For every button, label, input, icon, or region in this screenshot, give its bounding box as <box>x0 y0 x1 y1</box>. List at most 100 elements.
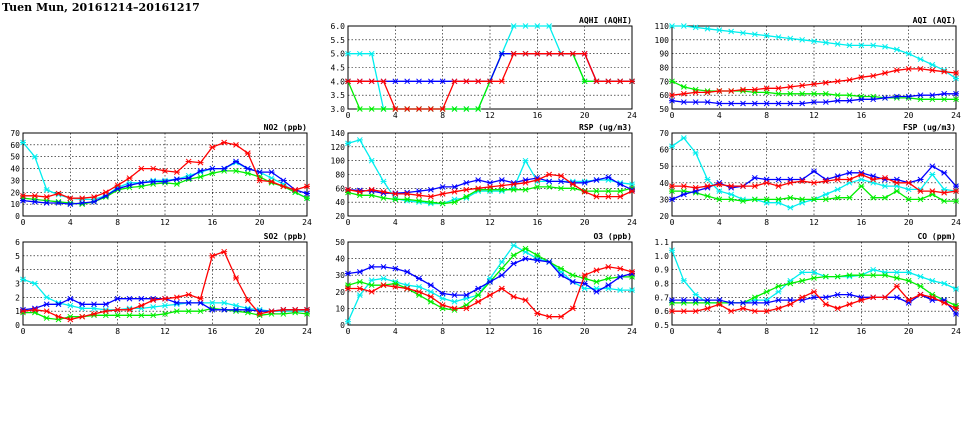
x-tick-label: 12 <box>809 327 819 336</box>
data-point <box>463 305 470 312</box>
data-point <box>463 106 470 112</box>
data-point <box>185 300 192 306</box>
data-point <box>209 144 216 151</box>
data-point <box>775 183 782 189</box>
data-point <box>716 196 723 203</box>
data-point <box>893 269 900 276</box>
data-point <box>763 300 770 306</box>
data-point <box>463 193 470 200</box>
data-point <box>716 297 723 303</box>
data-point <box>858 42 865 49</box>
data-point <box>704 176 711 183</box>
data-point <box>475 185 482 192</box>
data-point <box>905 269 912 276</box>
chart-title: AQI (AQI) <box>913 16 956 25</box>
data-point <box>55 190 62 197</box>
y-tick-label: 110 <box>655 22 670 31</box>
x-tick-label: 20 <box>255 218 265 227</box>
data-point <box>510 181 517 188</box>
x-tick-label: 12 <box>809 111 819 120</box>
data-point <box>669 143 675 150</box>
data-point <box>799 178 806 184</box>
data-point <box>569 278 576 285</box>
data-point <box>427 282 434 289</box>
data-point <box>787 84 794 90</box>
data-point <box>221 306 228 313</box>
data-point <box>834 305 841 312</box>
data-point <box>953 90 959 97</box>
data-point <box>534 23 541 29</box>
data-point <box>67 302 74 309</box>
data-point <box>487 184 493 190</box>
data-point <box>197 159 204 166</box>
data-point <box>43 200 50 206</box>
data-point <box>345 186 351 193</box>
data-point <box>846 176 853 183</box>
data-point <box>569 305 576 312</box>
data-point <box>380 264 387 270</box>
data-point <box>751 294 758 301</box>
data-point <box>941 198 948 204</box>
data-point <box>834 92 841 99</box>
data-point <box>692 89 699 96</box>
data-point <box>593 177 600 183</box>
data-point <box>43 315 50 321</box>
data-point <box>751 86 758 93</box>
data-point <box>380 195 387 201</box>
aqi-chart: 50 60 70 80 90 100 110 0 4 8 12 16 20 24 AQI (AQI) <box>655 16 961 120</box>
x-tick-label: 24 <box>951 327 961 336</box>
data-point <box>775 297 782 303</box>
y-tick-label: 70 <box>10 129 20 138</box>
y-tick-label: 100 <box>655 36 670 45</box>
data-point <box>173 294 180 301</box>
data-point <box>304 190 310 197</box>
data-point <box>811 90 817 97</box>
data-point <box>162 295 168 302</box>
rsp-chart: 20 40 60 80 100 120 140 0 4 8 12 16 20 24 RSP (ug/m3) <box>331 123 637 227</box>
data-point <box>150 178 157 185</box>
data-point <box>953 188 959 194</box>
y-tick-label: 50 <box>659 162 669 171</box>
data-point <box>593 193 600 200</box>
data-point <box>669 196 675 203</box>
data-point <box>799 294 806 301</box>
data-point <box>811 38 817 45</box>
y-tick-label: 50 <box>335 238 345 247</box>
data-point <box>221 300 228 306</box>
x-tick-label: 12 <box>160 218 170 227</box>
data-point <box>617 188 624 194</box>
data-point <box>91 305 97 312</box>
y-tick-label: 50 <box>659 105 669 114</box>
data-point <box>941 90 948 97</box>
data-point <box>368 186 375 193</box>
data-point <box>716 188 723 194</box>
data-point <box>811 288 817 295</box>
data-point <box>126 182 133 189</box>
x-tick-label: 16 <box>857 327 867 336</box>
co-chart: 0.5 0.6 0.7 0.8 0.9 1.0 1.1 0 4 8 12 16 20 24 CO (ppm) <box>655 232 961 336</box>
data-point <box>629 181 635 188</box>
data-point <box>605 193 612 200</box>
data-point <box>846 77 853 83</box>
data-point <box>79 313 86 320</box>
data-point <box>55 313 62 320</box>
data-point <box>209 252 216 259</box>
data-point <box>692 308 699 315</box>
data-point <box>79 301 86 308</box>
data-point <box>268 178 275 185</box>
data-point <box>221 139 228 146</box>
data-point <box>304 195 310 202</box>
chart-title: CO (ppm) <box>917 232 956 241</box>
data-point <box>870 96 877 103</box>
data-point <box>775 90 782 97</box>
x-tick-label: 24 <box>302 218 312 227</box>
data-point <box>763 308 770 315</box>
data-point <box>356 292 363 298</box>
y-tick-label: 40 <box>10 165 20 174</box>
data-point <box>822 273 829 280</box>
data-point <box>882 70 888 76</box>
data-point <box>368 282 375 289</box>
data-point <box>522 297 529 303</box>
data-point <box>304 311 310 317</box>
data-point <box>368 50 375 57</box>
